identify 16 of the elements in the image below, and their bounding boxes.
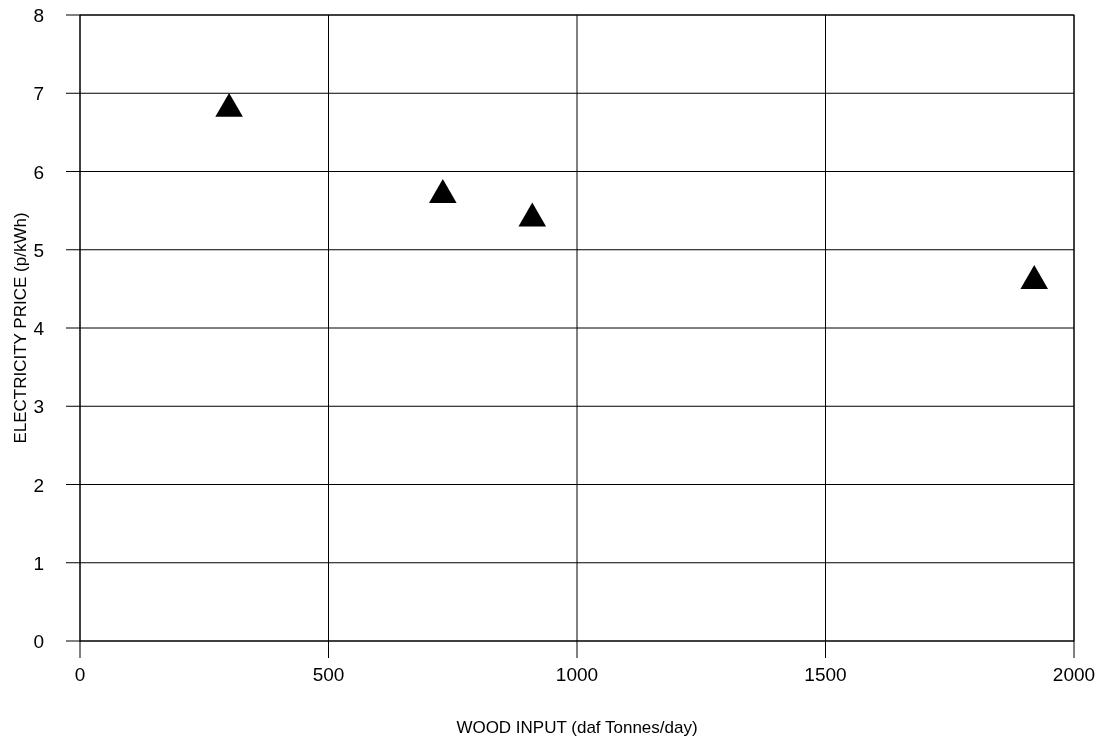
x-axis-title: WOOD INPUT (daf Tonnes/day) [456,718,698,737]
y-axis-title: ELECTRICITY PRICE (p/kWh) [11,212,30,444]
x-tick-label: 2000 [1052,664,1096,685]
y-tick-label: 6 [33,161,44,183]
y-tick-label: 8 [33,5,44,26]
y-tick-label: 2 [33,474,44,496]
y-tick-label: 4 [33,318,45,339]
x-tick-label: 0 [74,664,86,685]
x-tick-label: 500 [312,664,345,685]
y-tick-label: 1 [33,552,44,574]
y-tick-label: 7 [33,83,44,105]
x-tick-label: 1500 [804,664,847,685]
y-tick-label: 3 [33,396,44,418]
y-tick-label: 0 [33,631,44,652]
x-tick-label: 1000 [555,664,599,685]
y-tick-label: 5 [33,239,44,261]
